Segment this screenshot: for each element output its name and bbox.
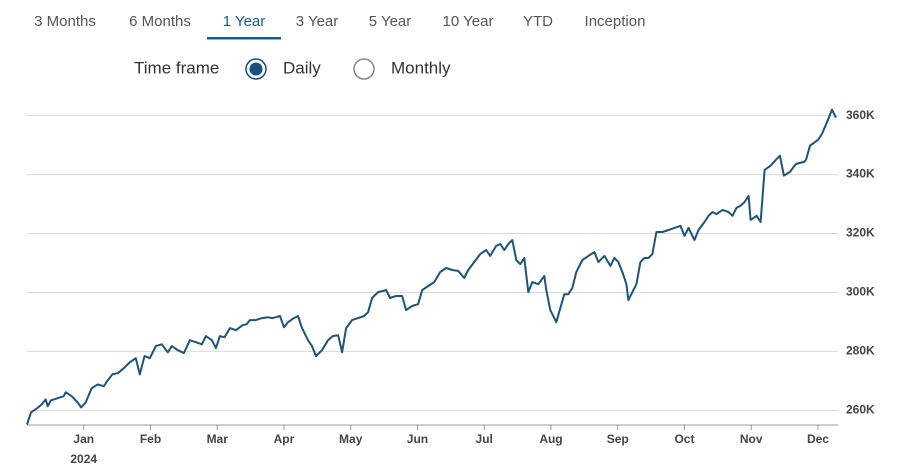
x-tick-label: Mar [207,432,229,446]
tab[interactable]: 6 Months [129,13,191,30]
timeframe-label: Time frame [134,58,219,77]
radio-label[interactable]: Daily [283,58,321,77]
x-year-label: 2024 [70,452,97,466]
y-tick-label: 260K [846,402,875,416]
series-line [26,108,837,425]
x-tick-label: Jan [73,432,94,446]
x-tick-label: Sep [607,432,629,446]
tab-bar: 3 Months 6 Months 1 Year 3 Year 5 Year 10 Yea… [0,13,907,41]
x-tick-label: Feb [140,432,161,446]
x-tick-label: May [339,432,363,446]
timeframe: Time frame Daily Monthly [134,58,451,80]
tab[interactable]: 3 Months [34,13,96,30]
x-tick-label: Nov [740,432,763,446]
x-tick-label: Aug [539,432,562,446]
tab[interactable]: 10 Year [443,13,494,30]
x-tick-label: Jul [476,432,493,446]
tab[interactable]: 5 Year [369,13,412,30]
y-tick-label: 280K [846,344,875,358]
tab[interactable]: 1 Year [223,13,266,30]
x-tick-label: Jun [407,432,428,446]
tab-underline [207,37,281,40]
y-tick-label: 340K [846,167,875,181]
radio[interactable] [353,58,375,80]
x-tick-label: Dec [807,432,829,446]
radio-dot [249,62,263,76]
tab[interactable]: YTD [523,13,553,30]
x-tick-label: Apr [274,432,295,446]
y-tick-label: 320K [846,226,875,240]
chart: 260K 280K 300K 320K 340K 360K Jan 2024 Feb Mar Apr… [26,108,875,466]
y-tick-label: 300K [846,285,875,299]
radio-label[interactable]: Monthly [391,58,451,77]
x-tick-label: Oct [674,432,694,446]
tab[interactable]: Inception [585,13,646,30]
y-tick-label: 360K [846,108,875,122]
tab[interactable]: 3 Year [296,13,339,30]
